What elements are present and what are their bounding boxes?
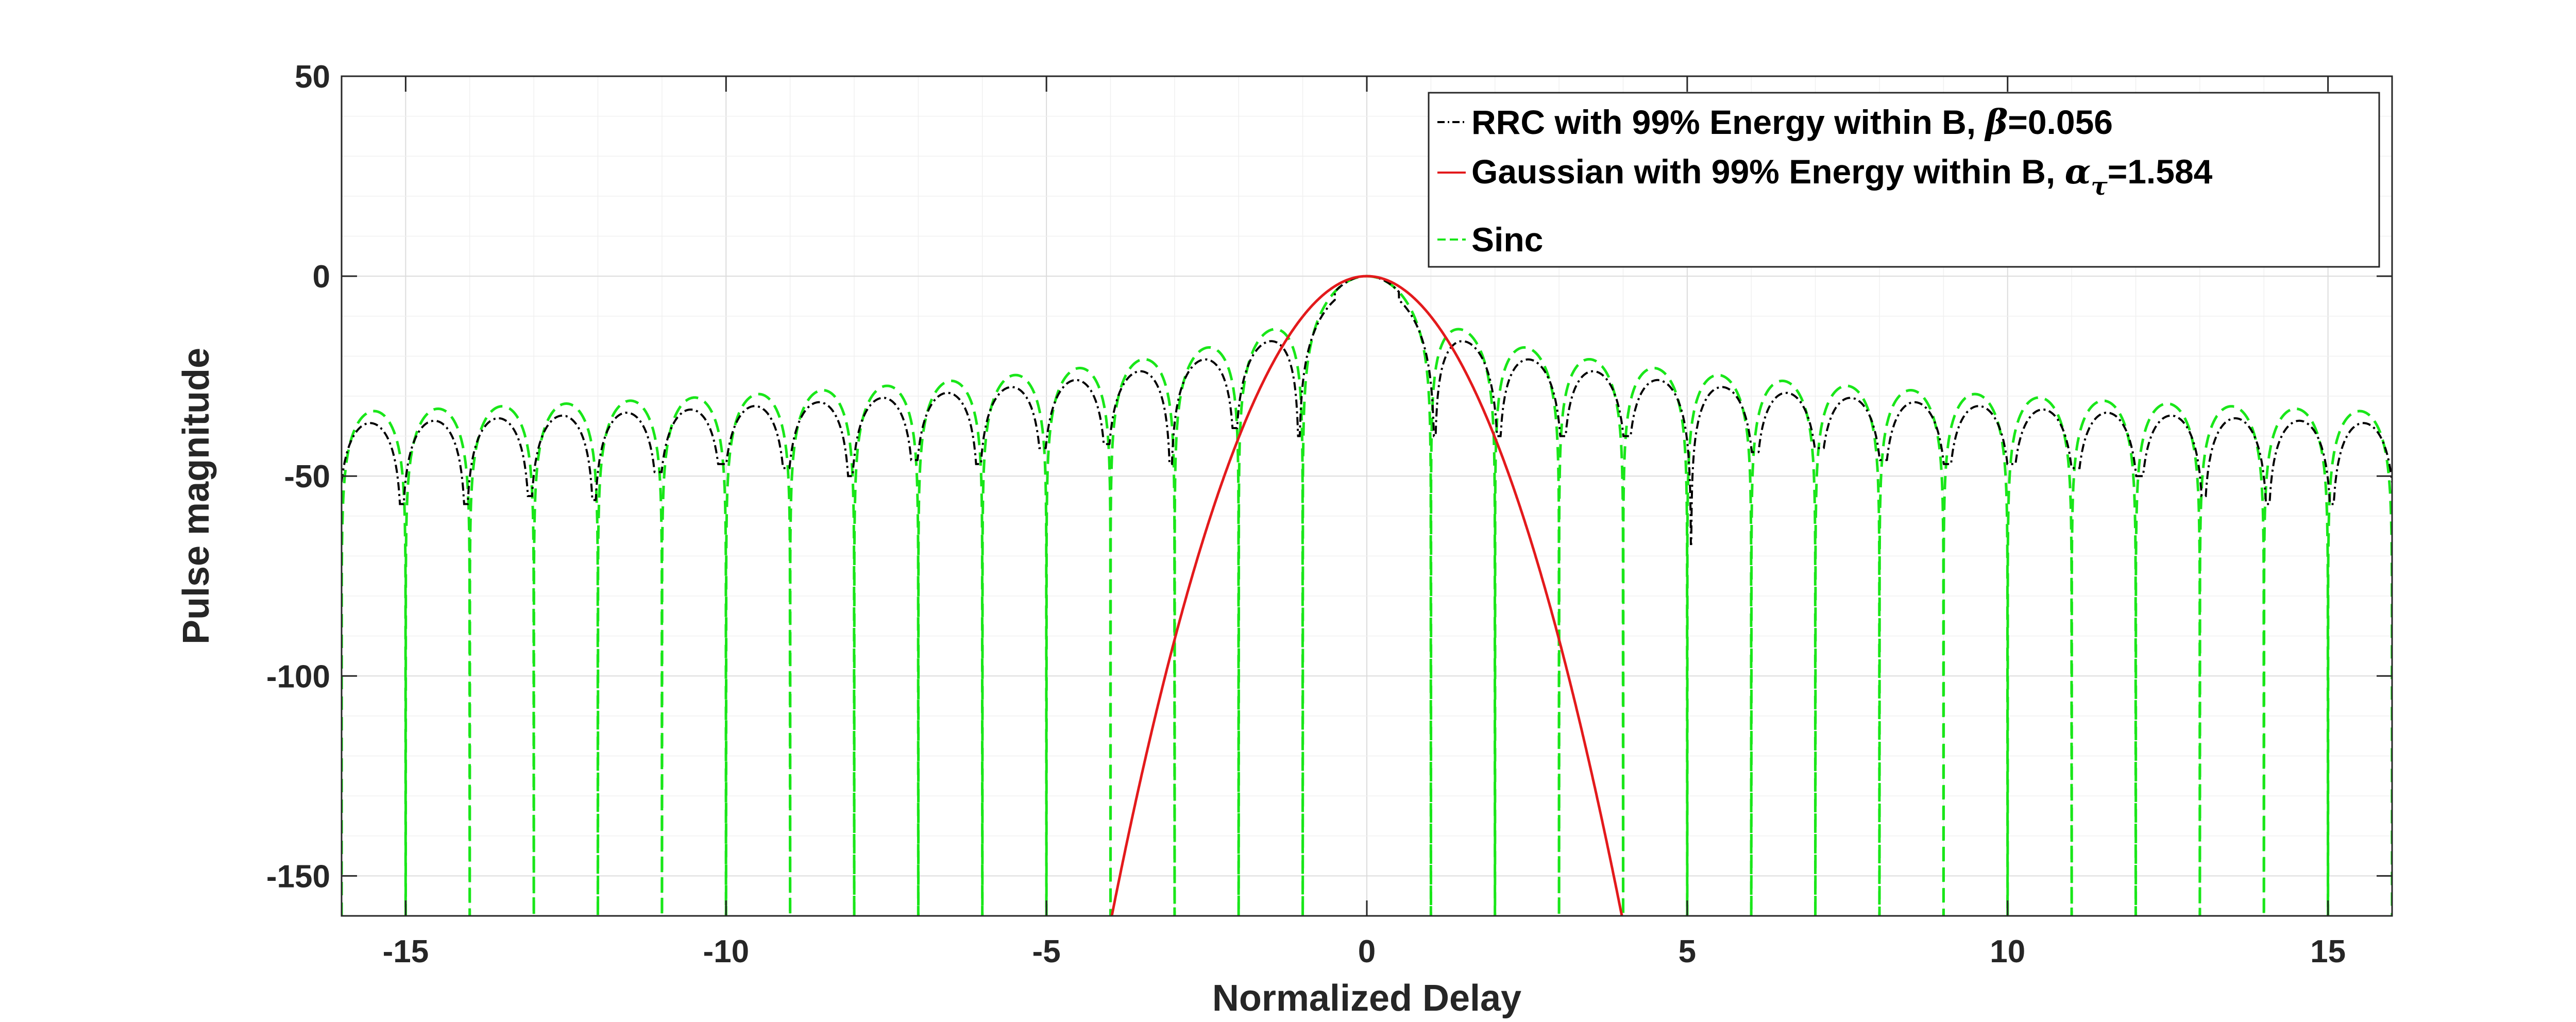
- x-tick-label: 0: [1358, 934, 1376, 969]
- legend-label-rrc: RRC with 99% Energy within B, β=0.056: [1471, 102, 2113, 142]
- y-tick-label: -50: [284, 459, 330, 495]
- x-tick-label: -15: [383, 934, 429, 969]
- x-tick-labels: -15 -10 -5 0 5 10 15: [383, 934, 2346, 969]
- y-tick-label: 50: [295, 59, 330, 95]
- x-tick-label: 15: [2310, 934, 2346, 969]
- x-tick-label: -10: [703, 934, 749, 969]
- x-axis-label: Normalized Delay: [1212, 978, 1521, 1019]
- legend: RRC with 99% Energy within B, β=0.056 Ga…: [1429, 93, 2379, 267]
- y-tick-label: -100: [266, 659, 330, 694]
- legend-label-sinc: Sinc: [1471, 220, 1543, 259]
- y-axis-label: Pulse magnitude: [176, 348, 217, 644]
- x-tick-label: 5: [1679, 934, 1696, 969]
- x-tick-label: 10: [1990, 934, 2025, 969]
- legend-entry-rrc: RRC with 99% Energy within B, β=0.056: [1437, 102, 2113, 142]
- y-tick-label: 0: [313, 259, 330, 295]
- x-tick-label: -5: [1032, 934, 1061, 969]
- y-tick-labels: 50 0 -50 -100 -150: [266, 59, 330, 894]
- y-tick-label: -150: [266, 859, 330, 894]
